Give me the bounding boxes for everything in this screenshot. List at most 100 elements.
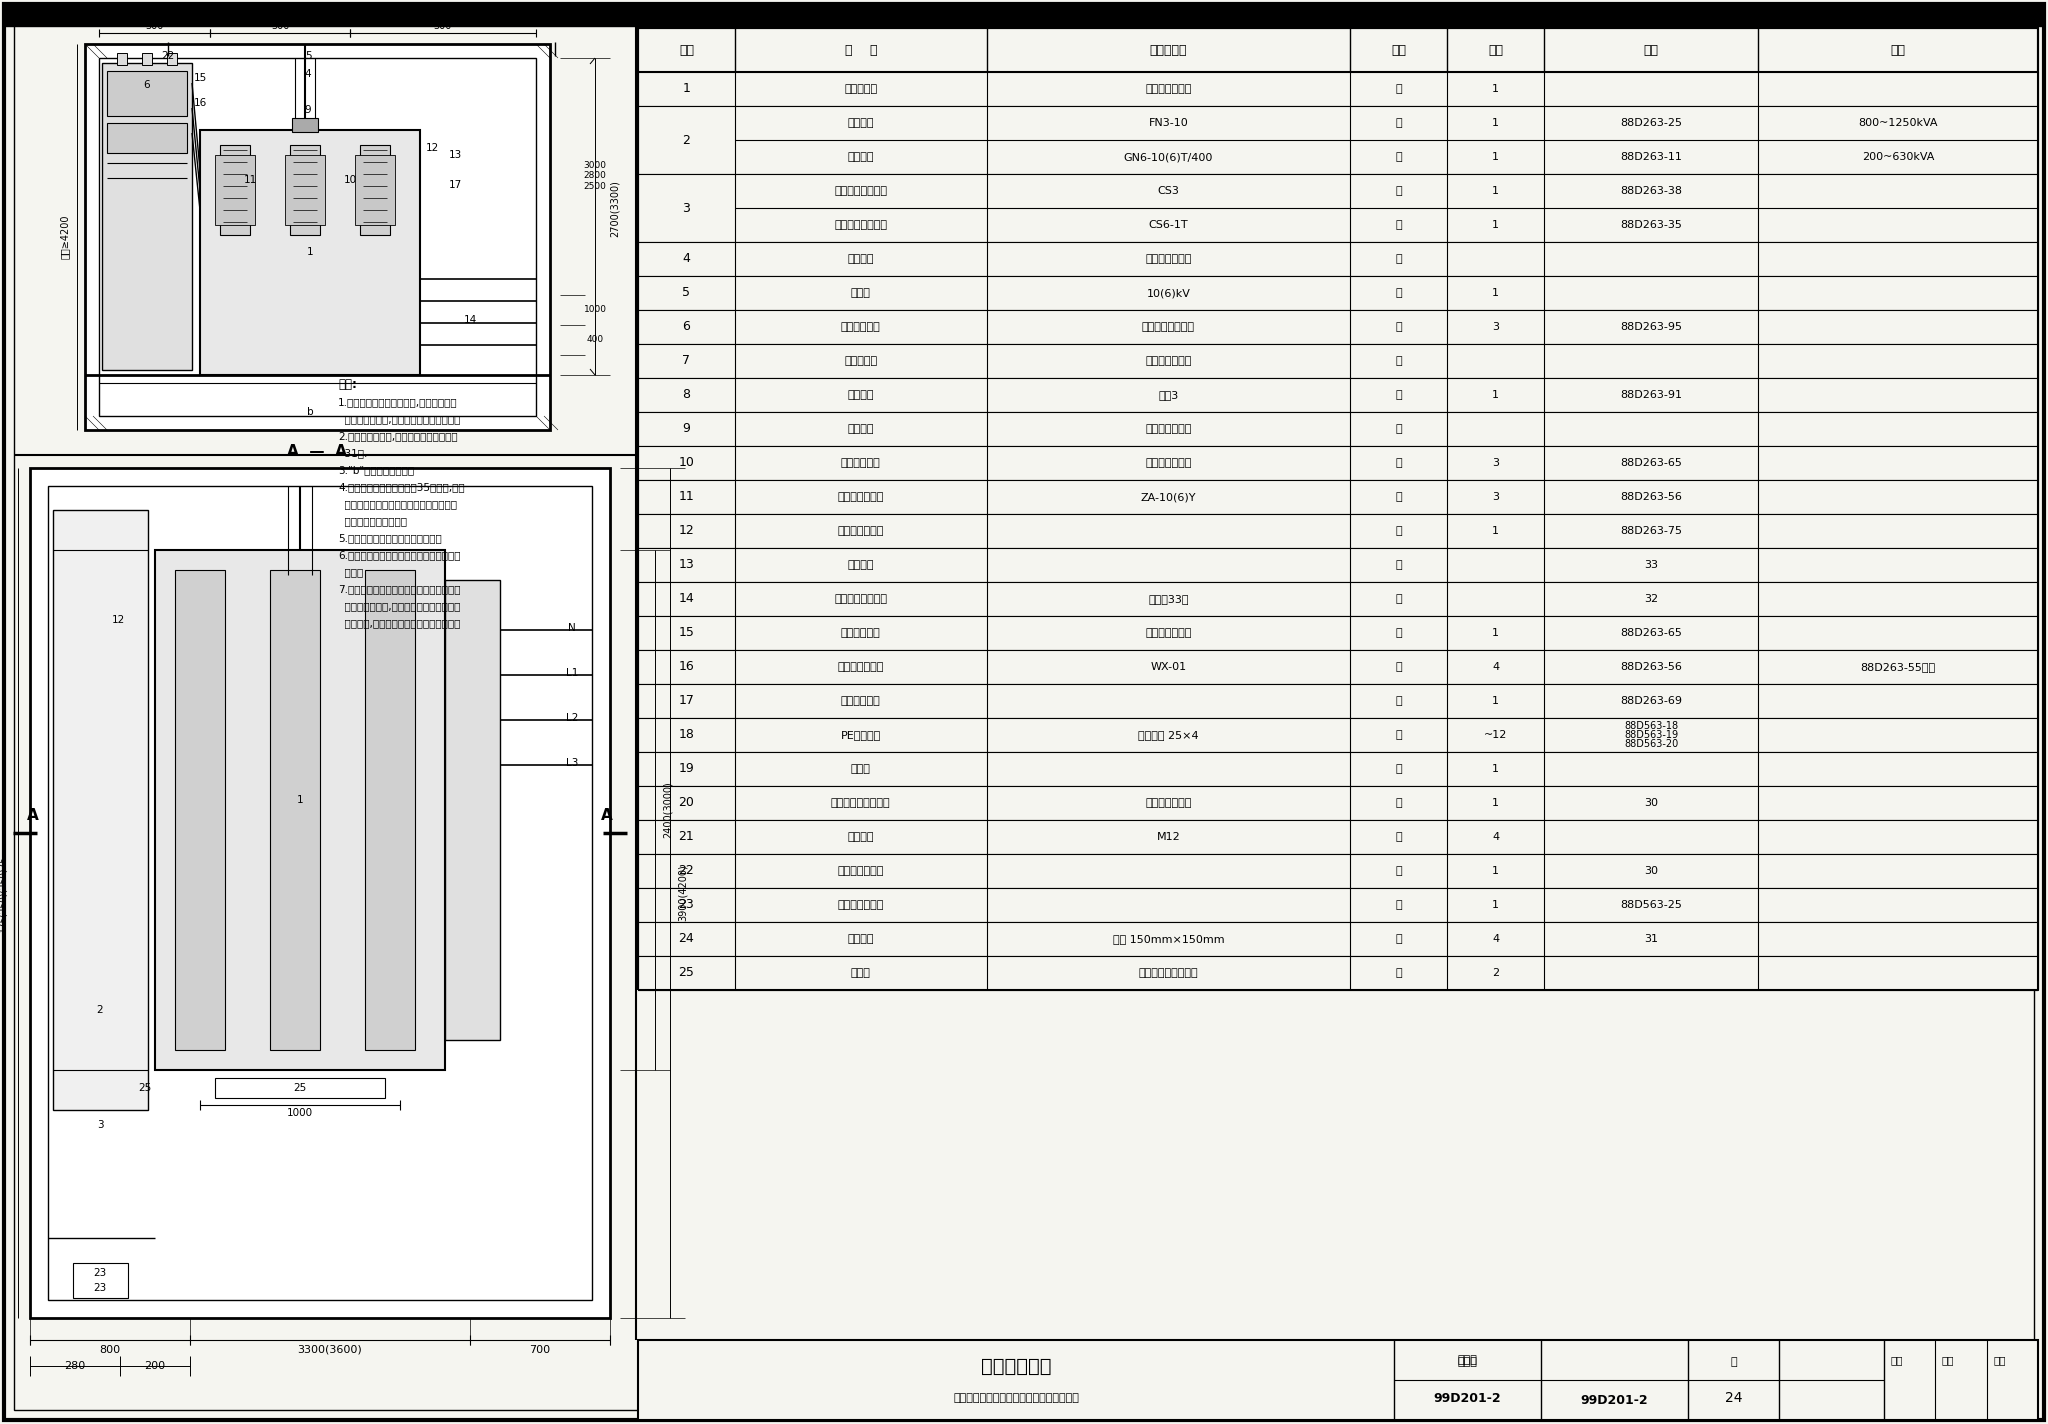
Text: 台: 台: [1395, 152, 1403, 162]
Text: 1: 1: [1493, 696, 1499, 706]
Text: 8: 8: [682, 389, 690, 402]
Bar: [639, 921, 2038, 956]
Text: 3: 3: [1493, 493, 1499, 503]
Text: 700: 700: [530, 1346, 551, 1356]
Text: 按电缆芯截面选定: 按电缆芯截面选定: [1143, 322, 1194, 332]
Text: 审核: 审核: [1890, 1356, 1903, 1366]
Text: 型号及规格: 型号及规格: [1149, 44, 1188, 57]
Text: 1: 1: [1493, 219, 1499, 231]
Text: 个: 个: [1395, 493, 1403, 503]
Text: 负荷开关操动机构: 负荷开关操动机构: [834, 187, 887, 197]
Text: 9: 9: [682, 423, 690, 436]
Text: 个: 个: [1395, 934, 1403, 944]
Bar: [639, 514, 2038, 548]
Text: 6: 6: [682, 320, 690, 333]
Text: 4: 4: [1491, 832, 1499, 842]
Text: 88D263-65: 88D263-65: [1620, 459, 1681, 468]
Text: 88D563-19: 88D563-19: [1624, 731, 1677, 740]
Text: 组: 组: [1395, 797, 1403, 807]
Bar: [102, 63, 193, 370]
Text: 31页.: 31页.: [338, 449, 367, 459]
Text: 25: 25: [293, 1084, 307, 1094]
Text: 4.变压器通风窗面积须满足35页要求,开窗: 4.变压器通风窗面积须满足35页要求,开窗: [338, 481, 465, 493]
Text: 备注: 备注: [1890, 44, 1907, 57]
Text: 88D263-11: 88D263-11: [1620, 152, 1681, 162]
Text: 1: 1: [297, 795, 303, 805]
Text: 12: 12: [426, 142, 438, 152]
Text: 13: 13: [449, 150, 461, 159]
Text: 1.变压器下方为电缆夹层时,电缆保护管处: 1.变压器下方为电缆夹层时,电缆保护管处: [338, 397, 457, 407]
Text: 螺栓固定: 螺栓固定: [848, 832, 874, 842]
Text: 隔离开关: 隔离开关: [848, 152, 874, 162]
Text: 1: 1: [1493, 900, 1499, 910]
Bar: [47, 486, 592, 1300]
Text: CS3: CS3: [1157, 187, 1180, 197]
Text: 3000
2800
2500: 3000 2800 2500: [584, 161, 606, 191]
Bar: [639, 446, 2038, 480]
Bar: [639, 752, 2038, 786]
Bar: [639, 73, 2038, 105]
Text: 99D201-2: 99D201-2: [1581, 1394, 1649, 1407]
Text: 24: 24: [678, 933, 694, 946]
Text: 个: 个: [1395, 968, 1403, 978]
Text: CS6-1T: CS6-1T: [1149, 219, 1188, 231]
Text: 低压母线穿墙板: 低压母线穿墙板: [838, 866, 885, 876]
Text: 米: 米: [1395, 253, 1403, 263]
Text: 25: 25: [139, 1084, 152, 1094]
Text: 9: 9: [305, 105, 311, 115]
Text: 1: 1: [1493, 628, 1499, 638]
Text: 按导线截面选定: 按导线截面选定: [1145, 628, 1192, 638]
Bar: [639, 889, 2038, 921]
Text: 5: 5: [682, 286, 690, 299]
Text: 名    称: 名 称: [844, 44, 877, 57]
Text: 11: 11: [678, 490, 694, 504]
Text: 2: 2: [96, 1005, 102, 1015]
Text: 付: 付: [1395, 696, 1403, 706]
Text: 25: 25: [678, 967, 694, 980]
Bar: [639, 480, 2038, 514]
Text: 个: 个: [1395, 322, 1403, 332]
Text: 式及选择接地线,因变压器中性点接取位置: 式及选择接地线,因变压器中性点接取位置: [338, 601, 461, 611]
Text: 88D263-91: 88D263-91: [1620, 390, 1681, 400]
Text: 木栅栏: 木栅栏: [850, 968, 870, 978]
Text: M12: M12: [1157, 832, 1180, 842]
Text: （无外壳、宽面布置、电缆下进母线上出）: （无外壳、宽面布置、电缆下进母线上出）: [952, 1394, 1079, 1404]
Text: 3: 3: [682, 202, 690, 215]
Text: 个: 个: [1395, 900, 1403, 910]
Bar: [31, 468, 610, 1319]
Text: 10: 10: [678, 457, 694, 470]
Text: 计确定: 计确定: [338, 567, 362, 577]
Text: L2: L2: [565, 713, 578, 723]
Text: 1: 1: [307, 246, 313, 256]
Text: 电车线路绝缘子: 电车线路绝缘子: [838, 662, 885, 672]
Text: 数量: 数量: [1489, 44, 1503, 57]
Bar: [106, 122, 186, 152]
Text: 3."b"为变压器室面宽度: 3."b"为变压器室面宽度: [338, 466, 414, 476]
Text: 88D263-65: 88D263-65: [1620, 628, 1681, 638]
Text: 由工程设计确定: 由工程设计确定: [1145, 253, 1192, 263]
Text: 1: 1: [1493, 118, 1499, 128]
Text: 10: 10: [344, 175, 356, 185]
Text: 12: 12: [678, 524, 694, 537]
Text: PE接地干线: PE接地干线: [840, 731, 881, 740]
Bar: [639, 412, 2038, 446]
Bar: [117, 53, 127, 66]
Text: 高低压母线支架: 高低压母线支架: [838, 525, 885, 535]
Text: 800~1250kVA: 800~1250kVA: [1858, 118, 1937, 128]
Text: 1000: 1000: [287, 1108, 313, 1118]
Text: A: A: [27, 807, 39, 823]
Text: 由工程设计确定: 由工程设计确定: [1145, 84, 1192, 94]
Text: 镀锌扁钢 25×4: 镀锌扁钢 25×4: [1139, 731, 1198, 740]
Bar: [365, 570, 416, 1049]
Bar: [639, 786, 2038, 820]
Text: 高压母线夹具: 高压母线夹具: [842, 459, 881, 468]
Text: N: N: [567, 624, 575, 634]
Bar: [639, 276, 2038, 310]
Text: 个: 个: [1395, 662, 1403, 672]
Text: 净宽≥4200: 净宽≥4200: [59, 215, 70, 259]
Bar: [639, 820, 2038, 854]
Text: 台: 台: [1395, 118, 1403, 128]
Bar: [4, 4, 2044, 26]
Text: 300: 300: [434, 21, 453, 31]
Text: 高压支柱绝缘子: 高压支柱绝缘子: [838, 493, 885, 503]
